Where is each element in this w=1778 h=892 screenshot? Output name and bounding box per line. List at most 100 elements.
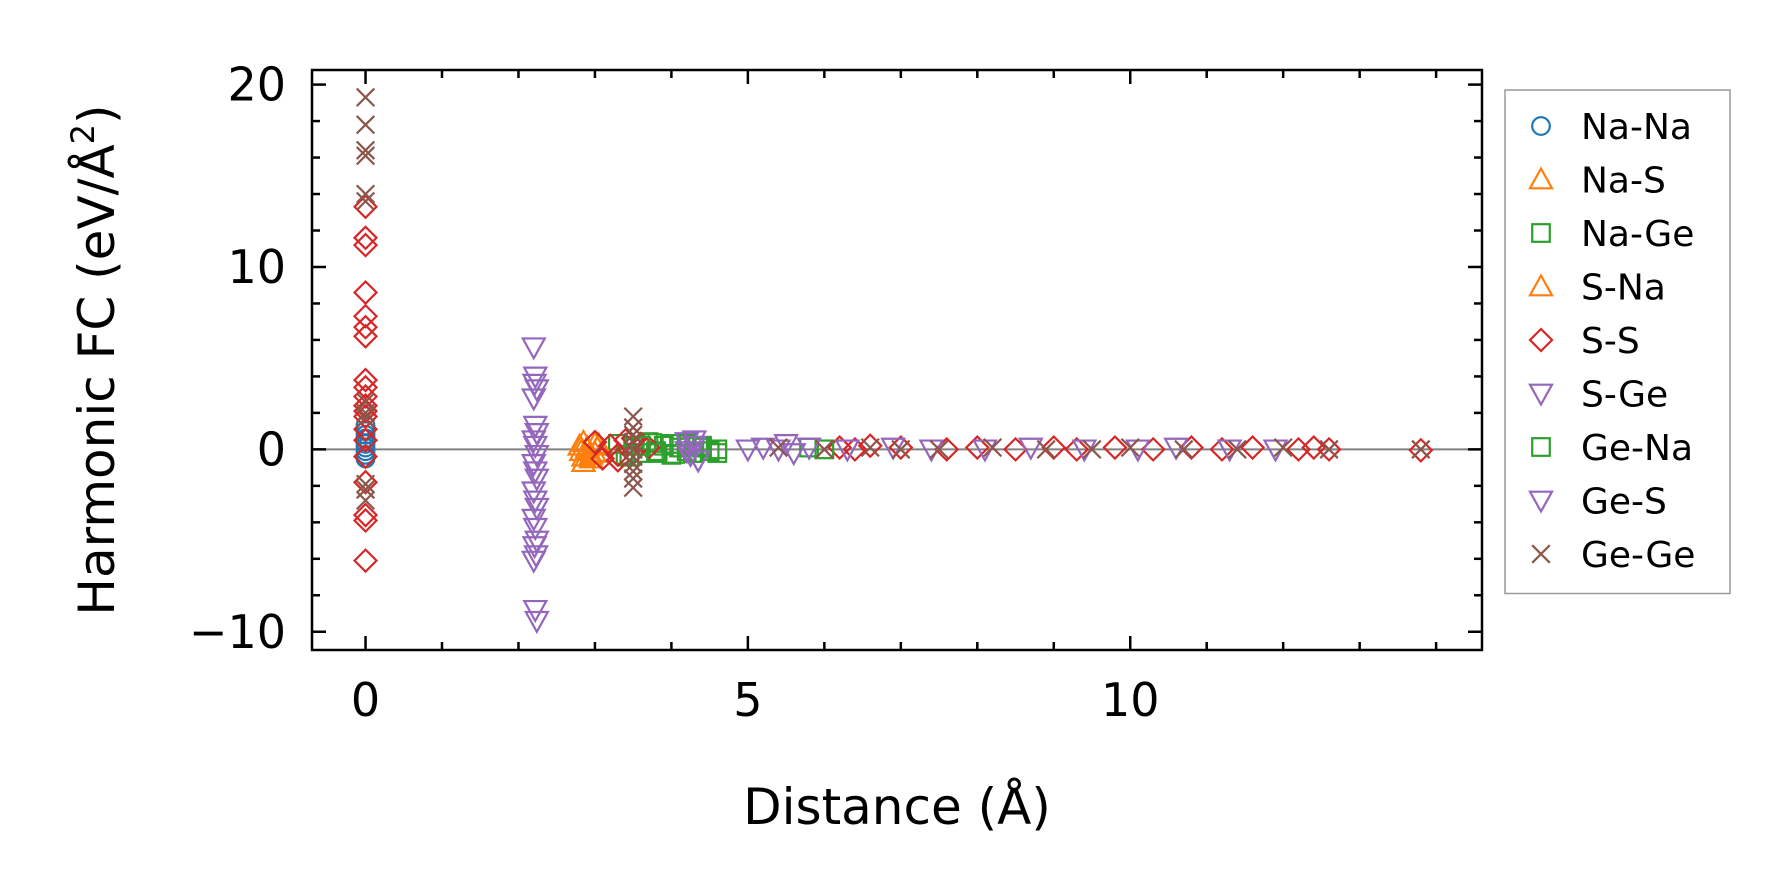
data-point	[355, 184, 376, 204]
legend-label: Na-S	[1581, 161, 1666, 202]
legend-label: Ge-S	[1581, 482, 1667, 523]
data-point	[842, 436, 868, 462]
data-point	[352, 367, 379, 393]
series-ge-na	[630, 433, 835, 463]
data-point	[1120, 437, 1140, 458]
data-point	[1262, 439, 1289, 463]
data-point	[1041, 434, 1067, 461]
data-point	[352, 403, 379, 430]
legend-marker	[1531, 116, 1551, 136]
legend-label: Na-Ge	[1581, 214, 1694, 255]
legend-marker	[1531, 223, 1551, 243]
data-point	[352, 444, 379, 470]
data-point	[780, 443, 807, 467]
data-point	[768, 437, 789, 458]
data-point	[523, 610, 550, 635]
data-point	[522, 517, 549, 542]
data-point	[578, 445, 604, 469]
data-point	[355, 474, 376, 494]
legend-item: Na-Na	[1531, 107, 1692, 148]
data-point	[522, 461, 549, 485]
series-s-ge	[520, 337, 550, 635]
data-point	[355, 140, 376, 160]
data-point	[834, 439, 861, 463]
y-tick-label: 20	[227, 58, 286, 112]
legend-item: S-Na	[1528, 268, 1666, 309]
data-point	[623, 439, 643, 459]
data-point	[352, 279, 379, 306]
legend-item: Na-Ge	[1531, 214, 1694, 255]
y-tick-label: 0	[257, 422, 286, 476]
legend-marker	[1528, 273, 1554, 297]
x-tick-label: 10	[1101, 673, 1160, 727]
data-point	[630, 435, 651, 456]
data-point	[1240, 434, 1266, 461]
x-tick-label: 0	[351, 673, 380, 727]
data-point	[661, 433, 682, 454]
data-point	[520, 388, 547, 412]
legend-item: Na-S	[1528, 161, 1666, 202]
legend-marker	[1531, 437, 1551, 457]
data-point	[352, 548, 379, 574]
series-ge-s	[673, 430, 1289, 474]
data-point	[352, 314, 379, 340]
data-point	[352, 194, 379, 220]
data-point	[523, 468, 550, 492]
plot-frame	[310, 68, 1484, 652]
data-point	[814, 439, 835, 460]
legend-label: Ge-Na	[1581, 428, 1693, 469]
series-s-s	[352, 194, 1434, 574]
data-point	[623, 417, 643, 438]
data-point	[1174, 439, 1194, 459]
legend-marker	[1528, 327, 1554, 353]
data-point	[355, 87, 376, 107]
series-ge-ge	[355, 87, 1431, 511]
data-point	[352, 427, 379, 453]
data-point	[1036, 439, 1056, 459]
data-point	[623, 461, 643, 481]
data-point	[681, 435, 708, 459]
data-point	[1017, 437, 1044, 461]
data-point	[520, 454, 547, 478]
data-point	[623, 454, 643, 474]
data-point	[1082, 439, 1102, 459]
data-point	[355, 490, 376, 511]
data-point	[352, 232, 379, 258]
data-point	[522, 415, 549, 439]
data-point	[857, 433, 883, 459]
data-point	[355, 115, 376, 135]
data-point	[1319, 439, 1339, 459]
data-point	[1227, 439, 1247, 459]
legend-marker	[1531, 544, 1551, 564]
data-point	[590, 445, 616, 472]
data-point	[352, 383, 379, 410]
legend-marker	[1528, 490, 1554, 514]
data-point	[520, 430, 547, 454]
data-point	[352, 393, 379, 419]
axis-ticks: 0 5 10 −10 0 10 20	[189, 58, 1482, 727]
legend: Na-Na Na-S Na-Ge S-Na S-S S-Ge Ge-Na Ge-S Ge-Ge	[1504, 89, 1731, 595]
x-tick-label: 5	[733, 673, 762, 727]
data-point	[570, 428, 597, 452]
data-point	[623, 447, 643, 467]
legend-marker	[1528, 383, 1554, 407]
data-point	[352, 323, 379, 349]
data-point	[355, 146, 376, 166]
legend-item: Ge-Na	[1531, 428, 1693, 469]
data-point	[1125, 439, 1151, 463]
data-point	[888, 434, 914, 461]
data-point	[522, 366, 549, 390]
data-point	[520, 550, 547, 574]
y-tick-label: −10	[189, 605, 286, 659]
legend-marker	[1528, 166, 1554, 190]
data-point	[352, 507, 379, 534]
data-point	[891, 439, 911, 459]
legend-label: S-Na	[1581, 268, 1666, 309]
data-point	[623, 425, 643, 445]
y-tick-label: 10	[227, 240, 286, 294]
data-point	[1301, 434, 1327, 461]
data-point	[352, 502, 379, 528]
legend-label: Ge-Ge	[1581, 535, 1695, 576]
